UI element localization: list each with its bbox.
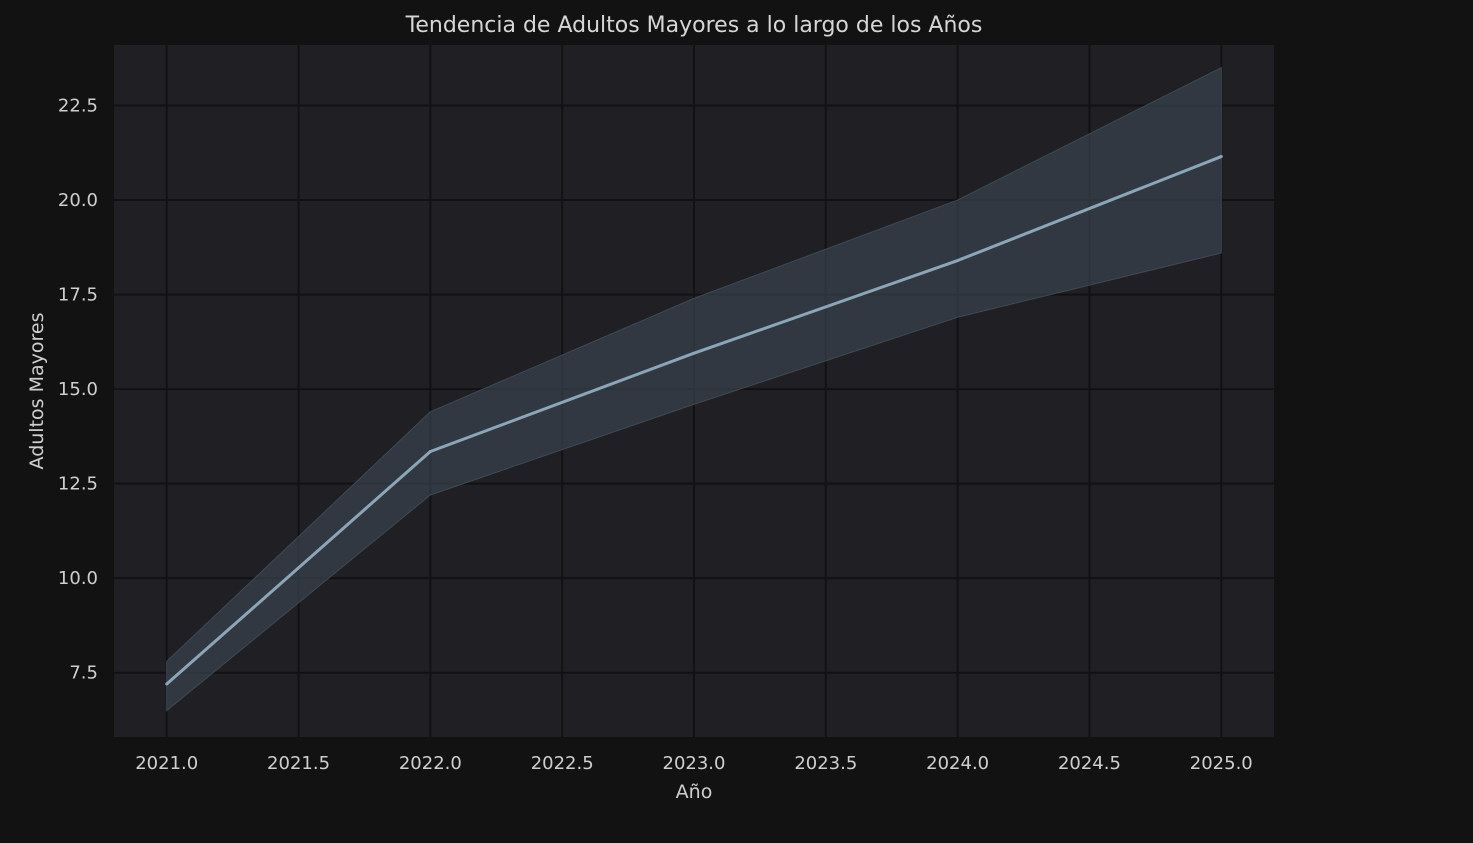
y-axis-label: Adultos Mayores [26,313,48,470]
confidence-band [166,66,1222,712]
y-tick-label: 17.5 [58,285,98,306]
x-tick-label: 2023.0 [663,753,726,774]
data-point [165,682,169,686]
y-tick-label: 12.5 [58,474,98,495]
confidence-band-layer [166,66,1222,712]
x-tick-label: 2024.5 [1058,753,1121,774]
y-tick-label: 20.0 [58,190,98,211]
x-tick-label: 2022.5 [531,753,594,774]
y-tick-label: 7.5 [69,663,98,684]
y-tick-label: 10.0 [58,568,98,589]
x-tick-label: 2024.0 [926,753,989,774]
data-point [428,450,432,454]
x-tick-label: 2023.5 [794,753,857,774]
data-point [692,351,696,355]
chart-title: Tendencia de Adultos Mayores a lo largo … [405,13,983,38]
y-tick-label: 15.0 [58,379,98,400]
x-tick-label: 2025.0 [1190,753,1253,774]
y-ticks: 7.5 10.0 12.5 15.0 17.5 20.0 22.5 [58,96,98,684]
y-tick-label: 22.5 [58,96,98,117]
x-ticks: 2021.0 2021.5 2022.0 2022.5 2023.0 2023.5 2024… [135,753,1253,774]
x-tick-label: 2021.5 [267,753,330,774]
line-layer [165,155,1223,686]
x-tick-label: 2021.0 [135,753,198,774]
data-point [1219,155,1223,159]
data-point [956,259,960,263]
x-axis-label: Año [676,781,713,803]
x-tick-label: 2022.0 [399,753,462,774]
